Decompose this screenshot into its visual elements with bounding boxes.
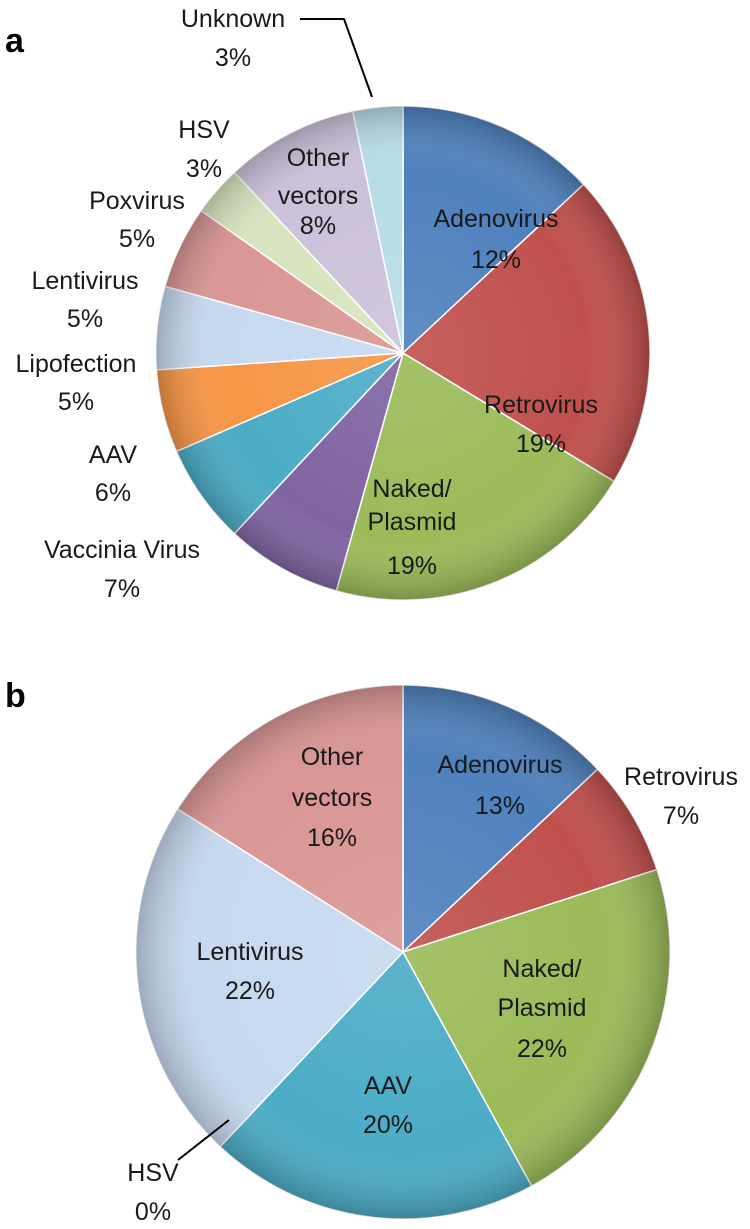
pie-chart-a: Adenovirus 12% Retrovirus 19% Naked/Plasmid 1… bbox=[16, 5, 651, 603]
slice-value-lentivirus: 5% bbox=[67, 305, 103, 333]
slice-value-lipofection: 5% bbox=[58, 388, 94, 416]
slice-value-lentivirus: 22% bbox=[225, 977, 275, 1005]
slice-value-retrovirus: 19% bbox=[516, 430, 566, 458]
slice-label-hsv: HSV bbox=[127, 1159, 179, 1187]
slice-value-poxvirus: 5% bbox=[119, 225, 155, 253]
slice-label-naked-plasmid-line1: Naked/ bbox=[502, 955, 581, 983]
leader-line-hsv bbox=[177, 1119, 230, 1161]
pie-bevel-overlay bbox=[156, 106, 650, 600]
slice-label-adenovirus: Adenovirus bbox=[437, 751, 562, 779]
slice-label-hsv: HSV bbox=[178, 116, 230, 144]
slice-label-aav: AAV bbox=[364, 1072, 412, 1100]
slice-label-adenovirus: Adenovirus bbox=[433, 205, 558, 233]
slice-value-unknown: 3% bbox=[215, 44, 251, 72]
slice-label-naked-plasmid-line2: Plasmid bbox=[498, 994, 587, 1022]
slice-label-aav: AAV bbox=[89, 441, 137, 469]
slice-label-naked-plasmid-line1: Naked/ bbox=[372, 475, 451, 503]
slice-value-aav: 20% bbox=[363, 1111, 413, 1139]
slice-value-naked-plasmid: 22% bbox=[517, 1035, 567, 1063]
slice-value-aav: 6% bbox=[95, 479, 131, 507]
pie-chart-b: Adenovirus 13% Retrovirus 7% Naked/Plasmid 22… bbox=[127, 684, 738, 1226]
slice-value-adenovirus: 13% bbox=[475, 792, 525, 820]
slice-label-vaccinia-virus: Vaccinia Virus bbox=[44, 536, 200, 564]
slice-label-other-vectors-line2: vectors bbox=[292, 784, 373, 812]
slice-label-lentivirus: Lentivirus bbox=[32, 267, 139, 295]
slice-value-retrovirus: 7% bbox=[663, 802, 699, 830]
panel-letter-a: a bbox=[5, 22, 25, 60]
slice-label-retrovirus: Retrovirus bbox=[624, 763, 738, 791]
slice-label-lipofection: Lipofection bbox=[16, 350, 137, 378]
slice-label-poxvirus: Poxvirus bbox=[89, 187, 185, 215]
slice-value-other-vectors: 16% bbox=[307, 824, 357, 852]
slice-value-naked-plasmid: 19% bbox=[387, 552, 437, 580]
slice-label-naked-plasmid-line2: Plasmid bbox=[368, 508, 457, 536]
slice-label-other-vectors-line2: vectors bbox=[278, 182, 359, 210]
slice-value-adenovirus: 12% bbox=[471, 246, 521, 274]
slice-value-other-vectors: 8% bbox=[300, 212, 336, 240]
pie-bevel-overlay bbox=[136, 685, 670, 1219]
slice-value-hsv: 0% bbox=[135, 1198, 171, 1226]
slice-label-unknown: Unknown bbox=[181, 5, 285, 33]
slice-label-lentivirus: Lentivirus bbox=[197, 938, 304, 966]
leader-line-unknown bbox=[300, 18, 373, 98]
slice-value-vaccinia-virus: 7% bbox=[104, 575, 140, 603]
slice-label-other-vectors-line1: Other bbox=[287, 144, 350, 172]
slice-value-hsv: 3% bbox=[186, 155, 222, 183]
panel-letter-b: b bbox=[5, 677, 26, 715]
slice-label-retrovirus: Retrovirus bbox=[484, 391, 598, 419]
slice-label-other-vectors-line1: Other bbox=[301, 743, 364, 771]
